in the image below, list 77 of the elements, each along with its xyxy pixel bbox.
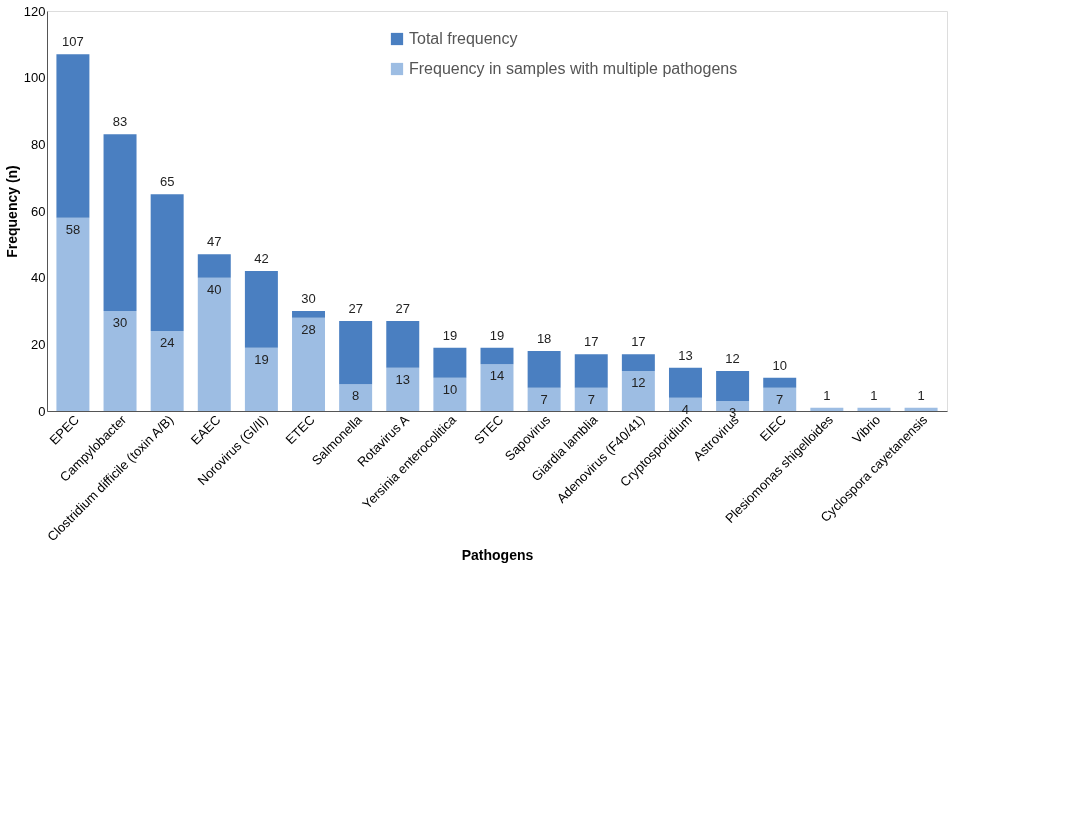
total-label: 13 [678, 347, 693, 363]
bar [527, 387, 561, 411]
y-tick-label: 80 [31, 136, 46, 152]
bar [292, 311, 326, 318]
total-label: 27 [348, 301, 363, 316]
bar [527, 351, 561, 388]
bar [386, 367, 420, 411]
bar [480, 364, 514, 411]
total-label: 19 [442, 327, 458, 343]
total-label: 17 [584, 334, 599, 350]
bar [763, 377, 797, 388]
bar [292, 317, 326, 411]
data-label: 58 [65, 221, 81, 237]
total-label: 1 [870, 387, 878, 403]
bar [621, 354, 655, 371]
bar [56, 217, 90, 411]
legend-label: Frequency in samples with multiple pathogens [409, 60, 738, 77]
bar [621, 371, 655, 411]
total-label: 1 [917, 387, 925, 403]
data-label: 19 [254, 351, 269, 367]
bar [103, 134, 137, 311]
y-tick-label: 120 [23, 3, 46, 19]
data-label: 13 [395, 371, 410, 387]
total-label: 12 [725, 351, 740, 366]
bar [433, 347, 467, 378]
bar [386, 321, 420, 368]
data-label: 24 [159, 335, 175, 350]
bar [56, 54, 90, 218]
total-label: 27 [395, 301, 410, 316]
y-tick-label: 100 [23, 70, 46, 86]
bar [244, 347, 278, 411]
total-label: 30 [301, 291, 316, 306]
data-label: 7 [587, 391, 595, 407]
bar [150, 194, 184, 331]
total-label: 83 [112, 114, 128, 130]
bar [904, 407, 938, 411]
bar [103, 311, 137, 411]
y-tick-label: 60 [31, 203, 46, 219]
bar [857, 407, 891, 411]
bar [339, 384, 373, 411]
x-axis-title: Pathogens [461, 546, 534, 563]
bar [716, 371, 750, 401]
bar [339, 321, 373, 385]
y-tick-label: 40 [31, 270, 46, 286]
total-label: 107 [62, 34, 84, 50]
data-label: 8 [352, 388, 360, 404]
total-label: 17 [631, 334, 646, 350]
data-label: 30 [112, 315, 128, 330]
bar [810, 407, 844, 411]
y-axis-title: Frequency (n) [3, 165, 20, 258]
total-label: 65 [159, 174, 175, 190]
y-tick-label: 0 [38, 403, 46, 419]
bar [574, 387, 608, 411]
bar [433, 377, 467, 411]
bar [150, 331, 184, 411]
data-label: 28 [301, 321, 316, 337]
bar [480, 347, 514, 365]
y-tick-label: 20 [31, 336, 46, 352]
bar [197, 254, 231, 278]
data-label: 12 [631, 375, 646, 390]
total-label: 18 [536, 331, 552, 346]
bar [668, 367, 702, 398]
total-label: 42 [254, 251, 269, 266]
data-label: 10 [442, 381, 458, 397]
bar [763, 387, 797, 411]
legend-label: Total frequency [409, 30, 518, 47]
bar [574, 354, 608, 388]
data-label: 7 [540, 391, 548, 407]
total-label: 47 [207, 234, 222, 250]
bar [197, 277, 231, 411]
bar [244, 271, 278, 348]
total-label: 10 [772, 357, 787, 373]
total-label: 1 [823, 387, 831, 403]
data-label: 14 [489, 368, 505, 384]
data-label: 40 [207, 281, 222, 297]
total-label: 19 [489, 327, 505, 343]
data-label: 7 [776, 391, 784, 407]
